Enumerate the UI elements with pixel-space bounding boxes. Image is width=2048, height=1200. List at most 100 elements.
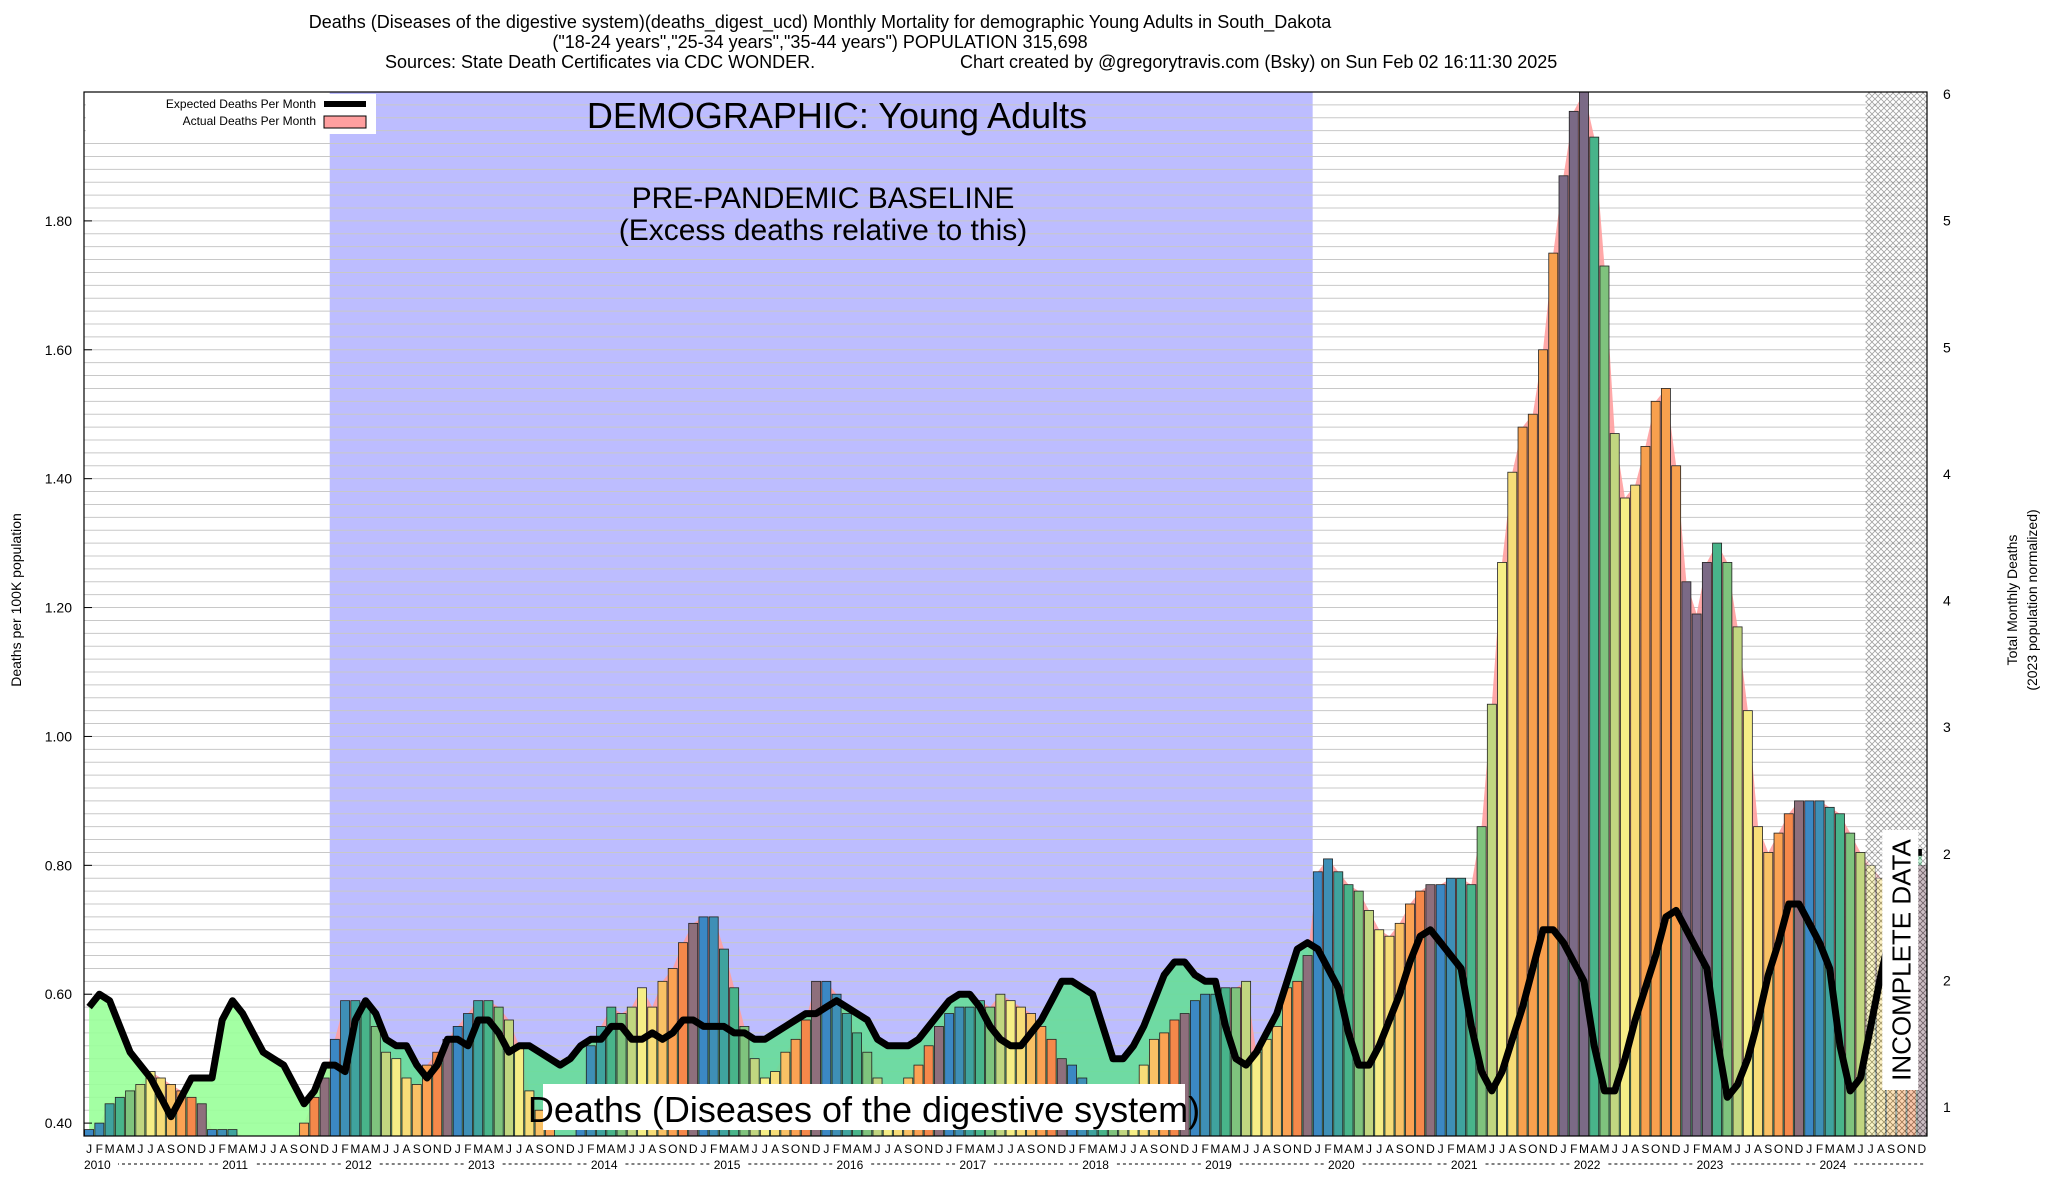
month-label: J	[752, 1142, 758, 1156]
month-label: A	[1222, 1142, 1230, 1156]
actual-bar	[391, 1058, 402, 1136]
chart-sources: Sources: State Death Certificates via CD…	[385, 52, 816, 72]
month-label: A	[1099, 1142, 1107, 1156]
actual-bar	[1568, 110, 1579, 1136]
actual-bar	[1527, 413, 1538, 1136]
month-label: J	[455, 1142, 461, 1156]
month-label: F	[1201, 1142, 1208, 1156]
month-label: A	[239, 1142, 247, 1156]
month-label: J	[997, 1142, 1003, 1156]
month-label: F	[1324, 1142, 1331, 1156]
year-label: 2020	[1328, 1158, 1355, 1172]
actual-bar	[800, 1019, 811, 1136]
month-label: A	[894, 1142, 902, 1156]
month-label: F	[341, 1142, 348, 1156]
month-label: S	[1396, 1142, 1404, 1156]
actual-bar	[1005, 1000, 1016, 1136]
month-label: D	[1303, 1142, 1312, 1156]
month-label: M	[350, 1142, 360, 1156]
actual-bar	[1712, 542, 1723, 1136]
year-label-bg	[1080, 1157, 1117, 1171]
month-label: D	[1426, 1142, 1435, 1156]
month-label: O	[299, 1142, 308, 1156]
month-label: M	[862, 1142, 872, 1156]
y2-tick-label: 2	[1943, 972, 1951, 988]
actual-bar	[84, 1129, 95, 1136]
plot-border	[83, 91, 1928, 1137]
month-label: A	[1836, 1142, 1844, 1156]
month-label: M	[1231, 1142, 1241, 1156]
actual-bar	[1405, 903, 1415, 1136]
month-label: A	[1631, 1142, 1639, 1156]
month-label: S	[904, 1142, 912, 1156]
month-label: J	[1868, 1142, 1874, 1156]
actual-bar	[1773, 832, 1784, 1136]
actual-bar	[1660, 388, 1671, 1136]
y2-tick-label: 4	[1943, 466, 1951, 482]
month-label: J	[1499, 1142, 1505, 1156]
month-label: N	[679, 1142, 688, 1156]
month-label: A	[1017, 1142, 1025, 1156]
actual-bar	[1599, 265, 1610, 1136]
actual-bar	[1835, 813, 1845, 1136]
month-label: M	[617, 1142, 627, 1156]
actual-bar	[1497, 562, 1508, 1136]
month-label: J	[1315, 1142, 1321, 1156]
legend-swatch-actual	[323, 115, 367, 129]
y2-tick-label: 2	[1943, 846, 1951, 862]
month-label: N	[1416, 1142, 1425, 1156]
month-label: N	[310, 1142, 319, 1156]
chart-title-line-2: ("18-24 years","25-34 years","35-44 year…	[552, 32, 1088, 52]
month-label: O	[1282, 1142, 1291, 1156]
month-label: M	[105, 1142, 115, 1156]
actual-bar	[1190, 1000, 1200, 1136]
month-label: S	[413, 1142, 421, 1156]
actual-bar	[1476, 826, 1487, 1136]
month-label: M	[125, 1142, 135, 1156]
actual-bar	[831, 993, 842, 1136]
year-label: 2013	[468, 1158, 495, 1172]
month-label: A	[1754, 1142, 1762, 1156]
month-label: O	[791, 1142, 800, 1156]
actual-bar	[1271, 1026, 1282, 1136]
actual-bar	[1691, 613, 1702, 1136]
baseline-band	[329, 92, 1313, 1136]
actual-bar	[1220, 987, 1231, 1136]
actual-bar	[503, 1019, 514, 1136]
month-label: A	[484, 1142, 492, 1156]
actual-bar	[1486, 703, 1497, 1136]
actual-bar	[329, 1038, 340, 1136]
year-label-bg	[1694, 1157, 1731, 1171]
month-label: O	[1528, 1142, 1537, 1156]
month-label: J	[875, 1142, 881, 1156]
month-label: J	[260, 1142, 266, 1156]
chart-title-line-1: Deaths (Diseases of the digestive system…	[308, 12, 1332, 32]
month-label: D	[689, 1142, 698, 1156]
month-label: O	[1774, 1142, 1783, 1156]
month-label: F	[710, 1142, 717, 1156]
year-label-bg	[343, 1157, 380, 1171]
actual-bar	[483, 1000, 494, 1136]
actual-bar	[114, 1096, 125, 1136]
month-label: J	[1612, 1142, 1618, 1156]
actual-bar	[1261, 1038, 1272, 1136]
month-label: M	[1825, 1142, 1835, 1156]
actual-bar	[1200, 993, 1211, 1136]
year-label-bg	[711, 1157, 748, 1171]
month-label: A	[1467, 1142, 1475, 1156]
month-label: M	[739, 1142, 749, 1156]
month-label: F	[464, 1142, 471, 1156]
month-label: F	[1447, 1142, 1454, 1156]
actual-bar	[1507, 471, 1518, 1136]
month-label: F	[1079, 1142, 1086, 1156]
actual-bar	[1312, 871, 1323, 1136]
y-tick-label: 1.60	[45, 342, 72, 358]
actual-bar	[196, 1103, 207, 1136]
month-label: N	[1047, 1142, 1056, 1156]
y2-tick-label: 3	[1943, 719, 1951, 735]
month-label: J	[1745, 1142, 1751, 1156]
month-label: A	[1713, 1142, 1721, 1156]
month-label: O	[177, 1142, 186, 1156]
month-label: N	[1784, 1142, 1793, 1156]
month-label: M	[1722, 1142, 1732, 1156]
